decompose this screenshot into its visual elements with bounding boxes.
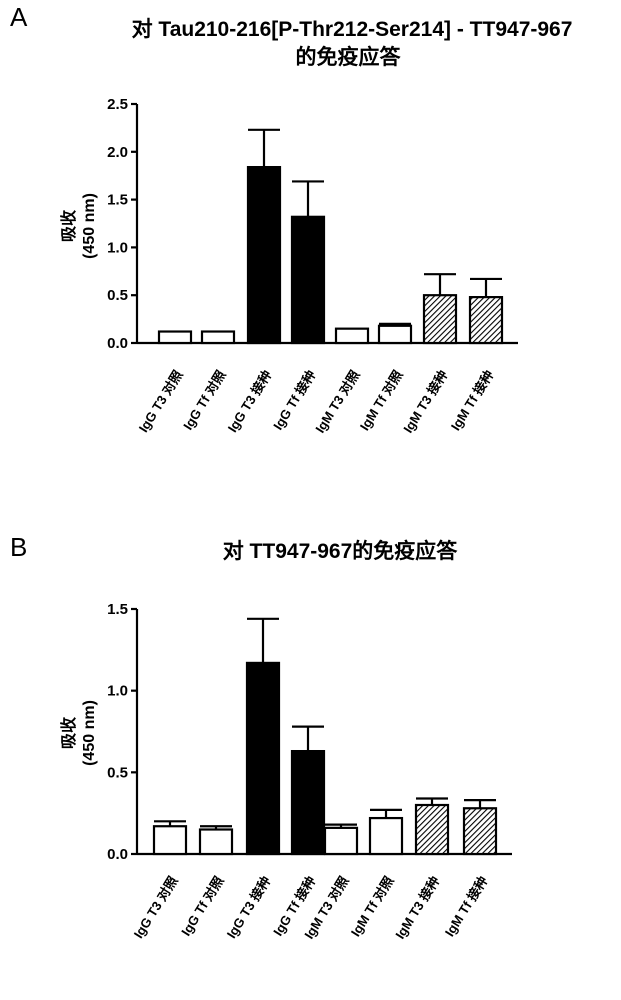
panel-b-title: 对 TT947-967的免疫应答 — [223, 539, 459, 563]
panel-b-bar — [200, 830, 232, 855]
panel-a-category-label: IgM Tf 接种 — [448, 368, 497, 434]
panel-b-bar — [292, 751, 324, 854]
panel-a-title-line-2: 的免疫应答 — [296, 45, 402, 69]
panel-b-ylabel-line-1: 吸收 — [59, 717, 78, 749]
panel-a-bar — [470, 297, 502, 343]
panel-b-y-tick-label: 0.5 — [107, 764, 128, 781]
panel-a-category-label: IgM T3 接种 — [400, 368, 450, 436]
panel-a-bar — [336, 329, 368, 343]
panel-b-bar — [416, 805, 448, 854]
panel-a-category-label: IgM T3 对照 — [312, 368, 362, 436]
panel-b-letter: B — [10, 532, 27, 562]
panel-b-plot: 0.0 0.5 1.0 1.5 IgG T3 对照IgG Tf 对照IgG T3 接种 I… — [107, 601, 512, 942]
panel-b-bar — [370, 818, 402, 854]
panel-b-bar — [464, 808, 496, 854]
panel-b-category-label: IgM Tf 对照 — [348, 874, 397, 940]
panel-b-ylabel-line-2: (450 nm) — [81, 700, 98, 766]
panel-b-bar — [325, 828, 357, 854]
panel-a-y-tick-label: 2.5 — [107, 96, 128, 113]
panel-b-category-label: IgM T3 接种 — [392, 874, 442, 942]
panel-b-y-tick-label: 1.5 — [107, 601, 128, 618]
panel-b-category-label: IgG T3 对照 — [131, 874, 181, 941]
panel-a-category-label: IgM Tf 对照 — [357, 368, 406, 434]
panel-a-bar — [379, 326, 411, 343]
panel-a-y-tick-label: 0.5 — [107, 287, 128, 304]
panel-a-y-tick-label: 1.0 — [107, 239, 128, 256]
panel-a-bar — [292, 217, 324, 343]
panel-a-bar — [159, 332, 191, 343]
panel-b-y-tick-label: 0.0 — [107, 846, 128, 863]
panel-a-bar — [424, 295, 456, 343]
panel-a-y-tick-label: 1.5 — [107, 192, 128, 209]
panel-a-y-tick-label: 0.0 — [107, 335, 128, 352]
panel-b-bar — [247, 663, 279, 854]
panel-b-category-label: IgM Tf 接种 — [442, 874, 491, 940]
panel-a-title-line-1: 对 Tau210-216[P-Thr212-Ser214] - TT947-96… — [132, 17, 573, 41]
panel-b-y-tick-label: 1.0 — [107, 683, 128, 700]
panel-a-category-label: IgG Tf 对照 — [180, 368, 228, 433]
panel-a-ylabel-line-2: (450 nm) — [81, 193, 98, 259]
panel-a-bar — [248, 167, 280, 343]
panel-a-y-tick-label: 2.0 — [107, 144, 128, 161]
panel-a-bar — [202, 332, 234, 343]
panel-b-bar — [154, 826, 186, 854]
panel-b-category-label: IgG T3 接种 — [224, 874, 274, 941]
panel-a-category-label: IgG Tf 接种 — [270, 368, 318, 433]
panel-a-ylabel: 吸收 (450 nm) — [59, 193, 98, 259]
panel-a-category-label: IgG T3 对照 — [136, 368, 186, 435]
panel-a-plot: 0.00.51.01.52.02.5IgG T3 对照IgG Tf 对照IgG … — [107, 96, 518, 436]
panel-a-category-label: IgG T3 接种 — [225, 368, 275, 435]
panel-b-category-label: IgG Tf 对照 — [178, 874, 226, 939]
panel-a-ylabel-line-1: 吸收 — [59, 210, 78, 242]
panel-a-letter: A — [10, 2, 28, 32]
panel-b-ylabel: 吸收 (450 nm) — [59, 700, 98, 766]
